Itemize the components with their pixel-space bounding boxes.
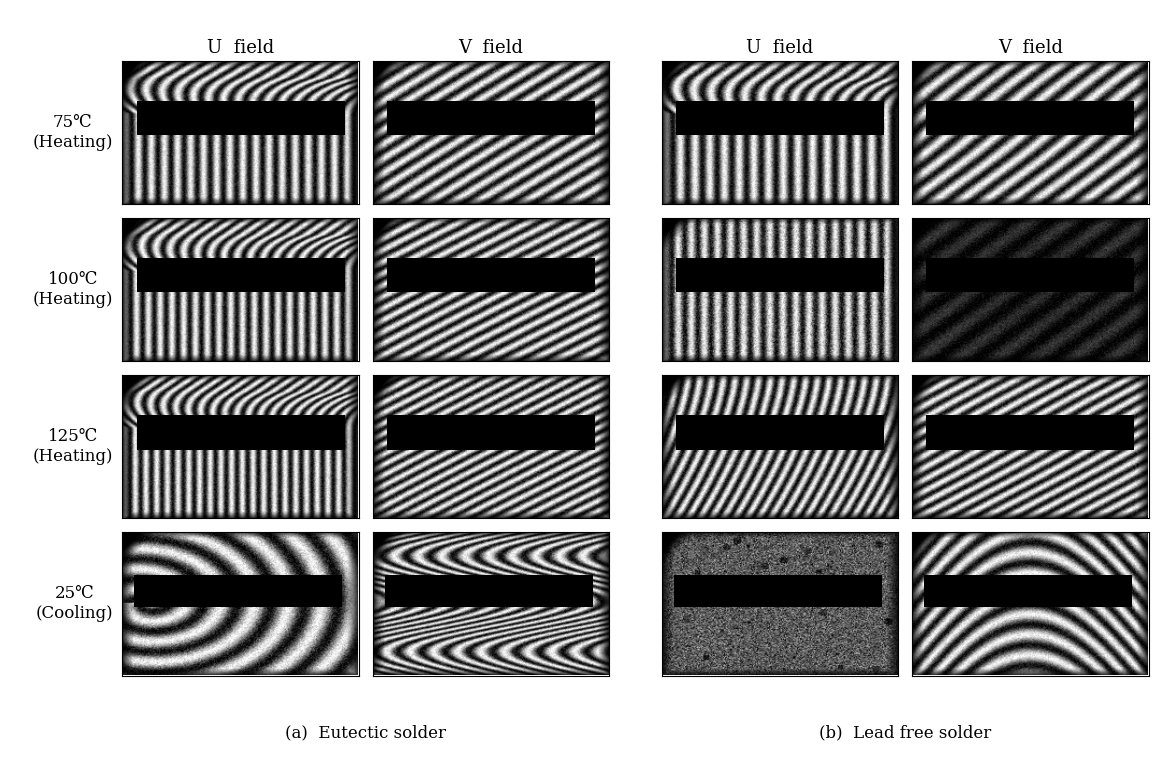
Bar xyxy=(136,101,345,135)
Text: U  field: U field xyxy=(208,39,274,57)
Bar xyxy=(676,415,884,449)
Bar xyxy=(387,258,595,292)
Bar xyxy=(674,575,881,606)
Bar xyxy=(676,101,884,135)
Text: U  field: U field xyxy=(746,39,814,57)
Bar xyxy=(676,258,884,292)
Text: (b)  Lead free solder: (b) Lead free solder xyxy=(819,725,991,742)
Bar xyxy=(926,101,1135,135)
Text: V  field: V field xyxy=(458,39,524,57)
Bar xyxy=(136,415,345,449)
Text: V  field: V field xyxy=(998,39,1062,57)
Bar xyxy=(134,575,343,606)
Bar xyxy=(926,415,1135,449)
Text: 25℃
(Cooling): 25℃ (Cooling) xyxy=(35,585,113,622)
Bar xyxy=(385,575,592,606)
Bar xyxy=(926,258,1135,292)
Bar xyxy=(387,101,595,135)
Text: 100℃
(Heating): 100℃ (Heating) xyxy=(33,271,113,308)
Text: 125℃
(Heating): 125℃ (Heating) xyxy=(33,428,113,465)
Bar xyxy=(923,575,1132,606)
Text: (a)  Eutectic solder: (a) Eutectic solder xyxy=(286,725,447,742)
Text: 75℃
(Heating): 75℃ (Heating) xyxy=(33,114,113,151)
Bar xyxy=(136,258,345,292)
Bar xyxy=(387,415,595,449)
